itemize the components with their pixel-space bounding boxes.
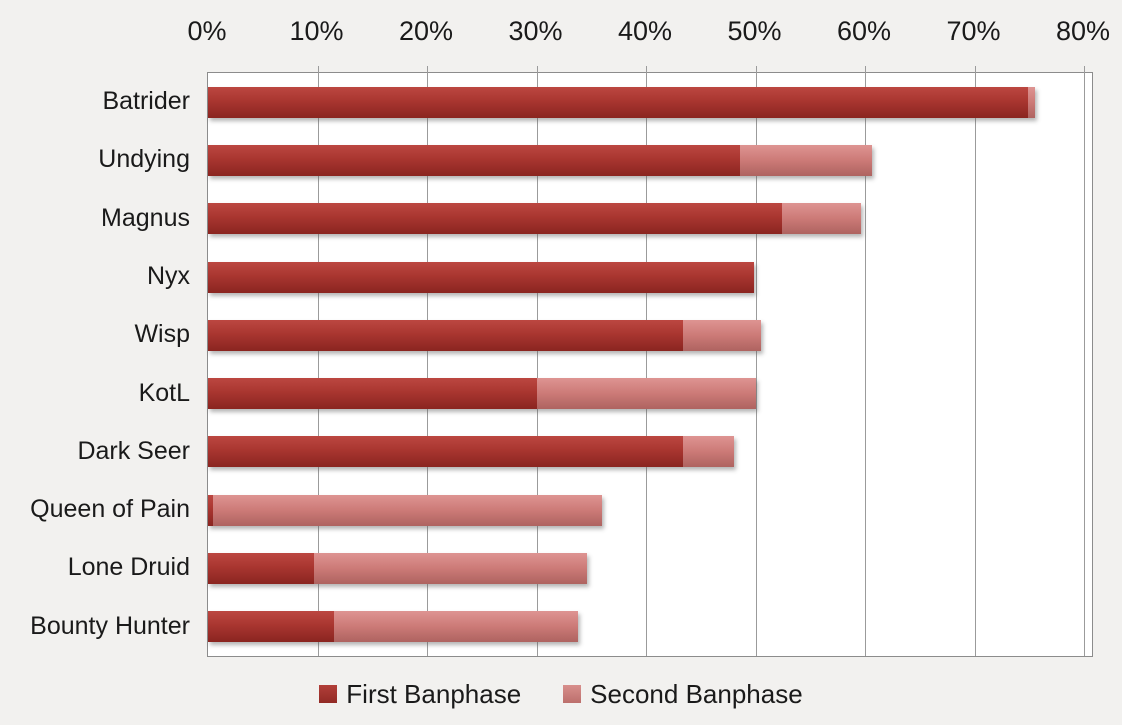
segment-second-banphase [683, 319, 761, 351]
category-label: Bounty Hunter [30, 611, 190, 640]
legend-item: First Banphase [319, 679, 521, 710]
segment-second-banphase [740, 144, 872, 176]
bar-queen-of-pain [208, 494, 603, 526]
category-label: Nyx [146, 261, 190, 290]
category-labels: Batrider Undying Magnus Nyx Wisp KotL Dark See… [0, 72, 190, 655]
legend-label: First Banphase [346, 678, 522, 709]
bar-dark-seer [208, 436, 734, 468]
segment-second-banphase [1028, 86, 1035, 118]
bar-wisp [208, 319, 761, 351]
gridline [1084, 66, 1085, 656]
segment-second-banphase [683, 436, 734, 468]
category-label: Undying [98, 145, 190, 174]
legend-item: Second Banphase [563, 679, 803, 710]
category-label: Lone Druid [67, 553, 190, 582]
segment-second-banphase [213, 494, 603, 526]
bar-lone-druid [208, 553, 587, 585]
category-label: KotL [138, 378, 190, 407]
legend: First Banphase Second Banphase [0, 674, 1122, 714]
legend-swatch-icon [563, 685, 582, 703]
segment-second-banphase [314, 553, 587, 585]
bar-undying [208, 144, 872, 176]
legend-swatch-icon [319, 685, 338, 703]
bar-bounty-hunter [208, 611, 579, 643]
category-label: Wisp [134, 320, 190, 349]
category-label: Magnus [101, 203, 190, 232]
x-axis-tick-label: 70% [946, 16, 1001, 46]
bar-nyx [208, 261, 755, 293]
gridline [865, 66, 866, 656]
gridline [427, 66, 428, 656]
segment-second-banphase [781, 203, 861, 235]
gridline [974, 66, 976, 656]
plot-area [207, 66, 1093, 657]
segment-first-banphase [208, 378, 537, 410]
x-axis-tick-label: 0% [187, 16, 227, 46]
x-axis-tick-label: 80% [1055, 16, 1111, 46]
segment-first-banphase [208, 319, 684, 351]
gridline [536, 66, 538, 656]
gridline [755, 66, 757, 656]
x-axis-tick-label: 40% [617, 16, 673, 46]
segment-second-banphase [333, 611, 579, 643]
gridline [646, 66, 647, 656]
bar-magnus [208, 203, 861, 235]
bar-kotl [208, 378, 756, 410]
gridline [317, 66, 319, 656]
segment-first-banphase [208, 86, 1029, 118]
x-axis-tick-label: 10% [289, 16, 344, 46]
x-axis-tick-label: 30% [508, 16, 563, 46]
x-axis-tick-label: 20% [398, 16, 454, 46]
segment-second-banphase [536, 378, 756, 410]
bar-batrider [208, 86, 1035, 118]
segment-first-banphase [208, 436, 684, 468]
segment-first-banphase [208, 144, 741, 176]
x-axis-tick-labels: 0% 10% 20% 30% 40% 50% 60% 70% 80% [187, 16, 1110, 56]
segment-first-banphase [208, 611, 334, 643]
category-label: Queen of Pain [30, 495, 190, 524]
segment-first-banphase [208, 203, 782, 235]
segment-first-banphase [208, 553, 315, 585]
segment-first-banphase [208, 494, 214, 526]
x-axis-tick-label: 50% [727, 16, 782, 46]
x-axis-tick-label: 60% [836, 16, 892, 46]
legend-label: Second Banphase [590, 678, 803, 709]
category-label: Batrider [102, 87, 190, 115]
category-label: Dark Seer [77, 436, 190, 465]
segment-first-banphase [208, 261, 755, 293]
